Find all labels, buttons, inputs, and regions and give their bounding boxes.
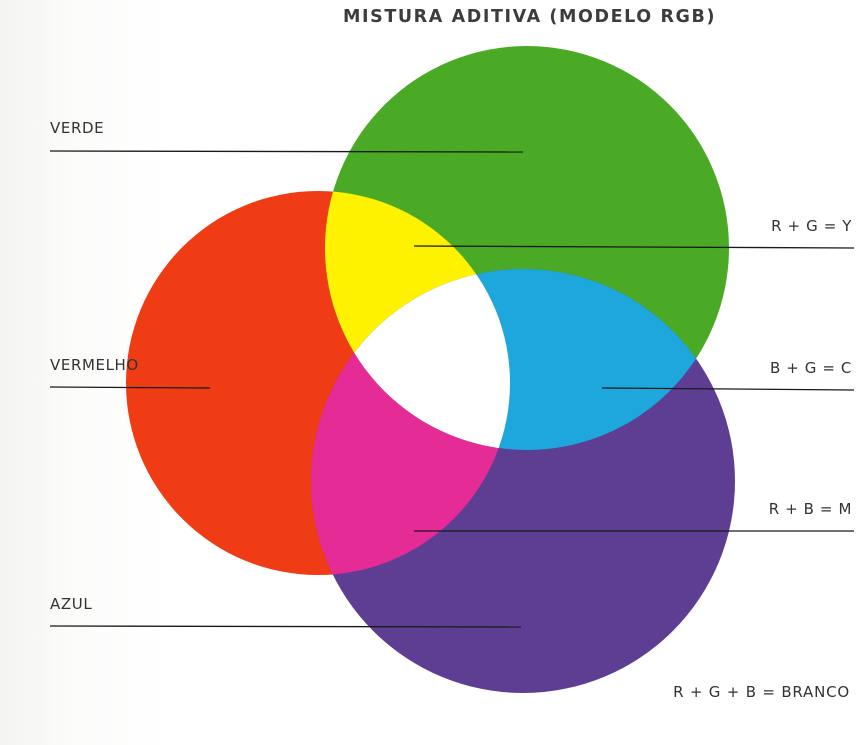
label-azul: AZUL [50,595,93,613]
label-red-plus-blue: R + B = M [768,500,852,518]
white-overlap-region [325,269,510,450]
label-red-green-blue: R + G + B = BRANCO [673,683,850,701]
label-vermelho: VERMELHO [50,356,139,374]
leader-line-vermelho [49,386,211,389]
leader-line-yellow [413,245,855,249]
leader-line-verde [49,150,524,153]
leader-line-cyan [601,387,855,391]
label-blue-plus-green: B + G = C [770,359,852,377]
leader-lines [49,150,855,628]
diagram-title: MISTURA ADITIVA (MODELO RGB) [343,7,717,27]
label-verde: VERDE [50,119,105,137]
leader-line-azul [49,625,522,628]
label-red-plus-green: R + G = Y [771,217,852,235]
